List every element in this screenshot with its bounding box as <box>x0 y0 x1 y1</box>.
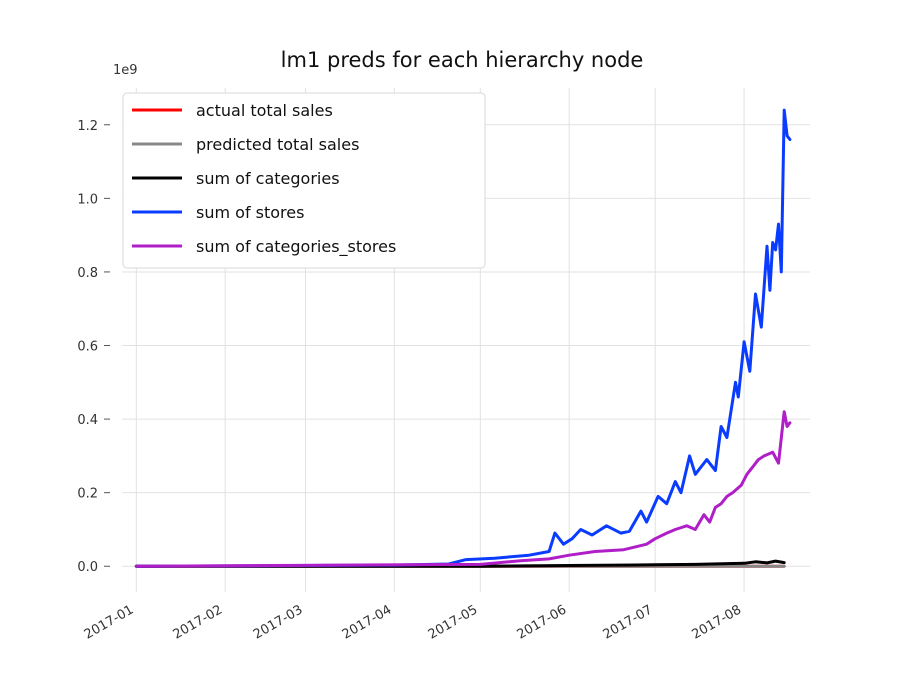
legend-label: sum of categories_stores <box>196 237 396 257</box>
y-tick-label: 1.0 <box>77 192 98 207</box>
legend-label: actual total sales <box>196 101 333 120</box>
series-line-sum-of-stores <box>134 108 792 568</box>
y-tick-label: 1.2 <box>77 119 98 134</box>
series-line-sum-of-categories-stores <box>134 410 792 568</box>
legend-label: sum of stores <box>196 203 304 222</box>
y-axis-scale-label: 1e9 <box>113 63 138 78</box>
chart-title: lm1 preds for each hierarchy node <box>281 48 644 72</box>
x-tick-label: 2017-06 <box>515 602 570 642</box>
plot-area <box>134 108 792 568</box>
y-tick-label: 0.2 <box>77 487 98 502</box>
legend-label: predicted total sales <box>196 135 359 154</box>
x-tick-label: 2017-05 <box>426 602 481 642</box>
y-tick-label: 0.8 <box>77 266 98 281</box>
x-tick-label: 2017-03 <box>251 602 306 642</box>
x-tick-label: 2017-08 <box>690 602 745 642</box>
y-tick-label: 0.6 <box>77 340 98 355</box>
x-tick-label: 2017-02 <box>171 602 226 642</box>
legend-box <box>122 92 486 269</box>
y-tick-label: 0.0 <box>77 560 98 575</box>
legend: actual total sales predicted total sales s… <box>122 92 486 269</box>
x-tick-label: 2017-07 <box>601 602 656 642</box>
legend-label: sum of categories <box>196 169 340 188</box>
x-tick-label: 2017-04 <box>340 602 395 642</box>
x-tick-label: 2017-01 <box>82 602 137 642</box>
y-tick-label: 0.4 <box>77 413 98 428</box>
series-line-sum-of-categories <box>134 559 786 568</box>
